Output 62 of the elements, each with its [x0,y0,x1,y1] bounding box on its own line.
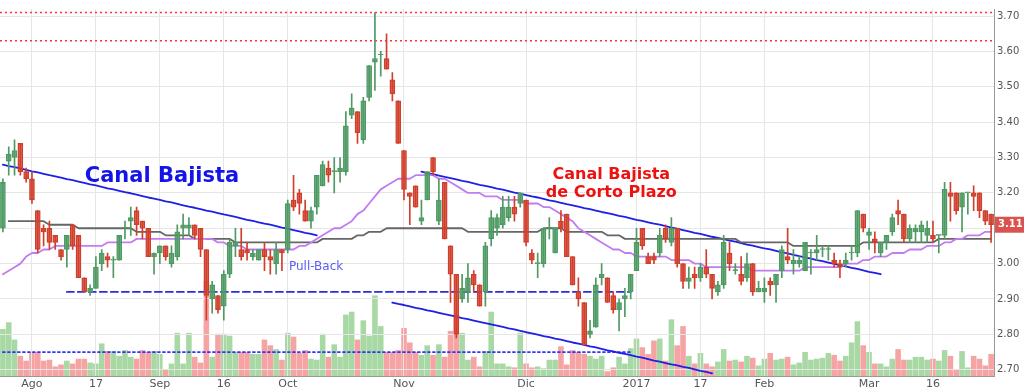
x-tick-label: Oct [278,377,298,391]
y-tick-label: 3.70 [997,9,1020,21]
candlestick [127,206,134,236]
bar [436,344,442,377]
x-tick-label: Dic [517,377,535,391]
x-tick-label: Nov [393,377,416,391]
x-tick-label: Mar [858,377,880,391]
x-tick-label: 16 [216,377,231,391]
bar [64,360,70,377]
candlestick [5,146,12,176]
x-tick-label: 17 [88,377,103,391]
y-tick-label: 3.50 [997,80,1020,92]
candlestick [377,51,384,77]
candlestick [622,288,628,318]
y-tick-label: 3.40 [997,115,1020,127]
bar [279,359,285,377]
bar [738,361,744,377]
bar [860,345,866,377]
y-tick-label: 3.20 [997,186,1020,198]
candlestick [965,191,971,215]
y-tick-label: 3.30 [997,151,1020,163]
x-tick-label: Sep [149,377,171,391]
y-tick-label: 3.60 [997,45,1020,57]
annotation: Pull-Back [288,258,344,273]
candlestick [872,231,878,254]
x-tick-label: 2017 [622,377,651,391]
candlestick [866,227,872,250]
bar [749,357,756,377]
bar [656,338,663,377]
candlestick [813,235,820,261]
y-tick-label: 2.70 [997,363,1020,375]
candlestick [279,249,285,272]
x-tick-label: Ago [21,377,43,391]
candlestick [895,199,901,226]
y-tick-label: 2.90 [997,292,1020,304]
candlestick [546,217,553,240]
candlestick [151,252,157,275]
candlestick [686,266,692,289]
x-tick-label: 16 [925,377,940,391]
candlestick [808,249,814,275]
candlestick [267,249,274,275]
annotation: Canal Bajista [84,162,240,187]
candlestick [186,217,192,236]
bar [767,353,773,377]
x-tick-label: Feb [754,377,775,391]
annotation: 3.11 [998,218,1023,230]
bar [744,355,750,377]
candlestick [732,263,739,275]
y-tick-label: 2.80 [997,327,1020,339]
annotation: Canal Bajista de Corto Plazo [545,163,677,201]
candlestick [180,213,186,240]
bar [209,356,215,377]
bar [517,332,524,377]
x-tick-label: 17 [693,377,708,391]
y-tick-label: 3.00 [997,257,1020,269]
candlestick [331,157,338,194]
candlestick [372,12,378,91]
bar [273,349,279,377]
candlestick [837,259,843,279]
bar [430,354,436,377]
bar [215,333,221,377]
candlestick [122,220,128,240]
